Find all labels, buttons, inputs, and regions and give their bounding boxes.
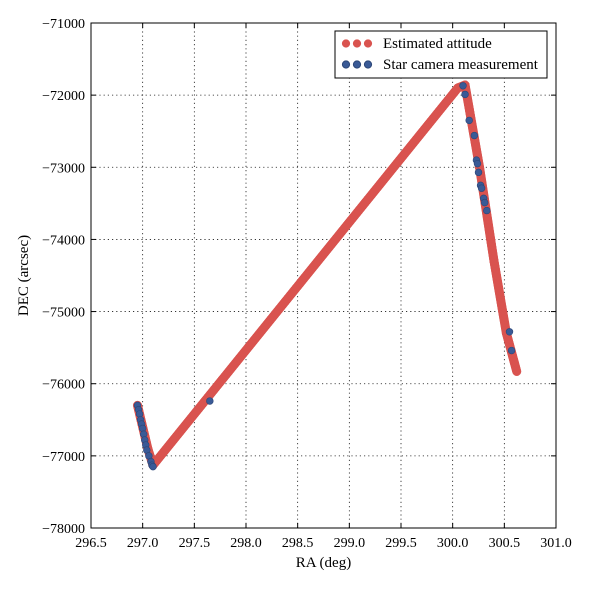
star-camera-measurement-point [483,206,491,215]
x-tick-label: 300.0 [437,536,469,551]
x-tick-label: 299.0 [334,536,366,551]
y-tick-label: −77000 [42,450,85,465]
x-tick-label: 296.5 [75,536,107,551]
y-tick-label: −74000 [42,233,85,248]
star-camera-measurement-point [507,346,516,355]
legend: Estimated attitude Star camera measureme… [334,30,548,79]
legend-marker-star-camera-measurement [341,60,373,69]
legend-label-estimated-attitude: Estimated attitude [383,36,492,52]
star-camera-measurement-point [481,198,489,207]
plot-frame [90,22,557,529]
star-camera-measurement-point [477,184,486,192]
y-axis-label: DEC (arcsec) [16,235,32,316]
legend-dot-estimated-attitude [352,39,362,48]
series-star-camera-measurement [133,82,516,471]
x-tick-label: 298.0 [230,536,262,551]
legend-dot-estimated-attitude [341,39,351,48]
legend-label-star-camera-measurement: Star camera measurement [383,57,539,73]
star-camera-measurement-point [459,82,467,90]
y-tick-label: −73000 [42,161,85,176]
series-estimated-attitude [132,80,522,470]
y-tick-label: −72000 [42,89,85,104]
legend-dot-estimated-attitude [363,39,373,48]
x-tick-label: 298.5 [282,536,314,551]
y-tick-label: −78000 [42,522,85,537]
star-camera-measurement-point [149,462,157,471]
star-camera-measurement-point [474,168,483,177]
x-tick-label: 297.5 [179,536,211,551]
star-camera-measurement-point [473,159,482,168]
x-tick-label: 299.5 [385,536,417,551]
star-camera-measurement-point [505,328,514,336]
estimated-attitude-point [512,366,522,377]
y-tick-label: −75000 [42,306,85,321]
star-camera-measurement-point [465,116,473,125]
x-tick-label: 301.0 [540,536,572,551]
data-layer [132,80,522,471]
y-tick-label: −71000 [42,17,85,32]
legend-box [334,30,548,79]
legend-dot-star-camera-measurement [363,60,373,69]
legend-dot-star-camera-measurement [341,60,351,69]
x-axis-label: RA (deg) [296,555,351,571]
star-camera-measurement-point [470,131,479,140]
x-tick-label: 300.5 [489,536,521,551]
star-camera-measurement-point [206,397,214,405]
y-tick-label: −76000 [42,378,85,393]
legend-dot-star-camera-measurement [352,60,362,69]
grid-layer [91,23,556,528]
star-camera-measurement-point [461,90,469,99]
tick-layer: 296.5 297.0 297.5 298.0 298.5 299.0 299.5 300.0… [42,17,572,551]
x-tick-label: 297.0 [127,536,159,551]
legend-marker-estimated-attitude [341,39,373,48]
